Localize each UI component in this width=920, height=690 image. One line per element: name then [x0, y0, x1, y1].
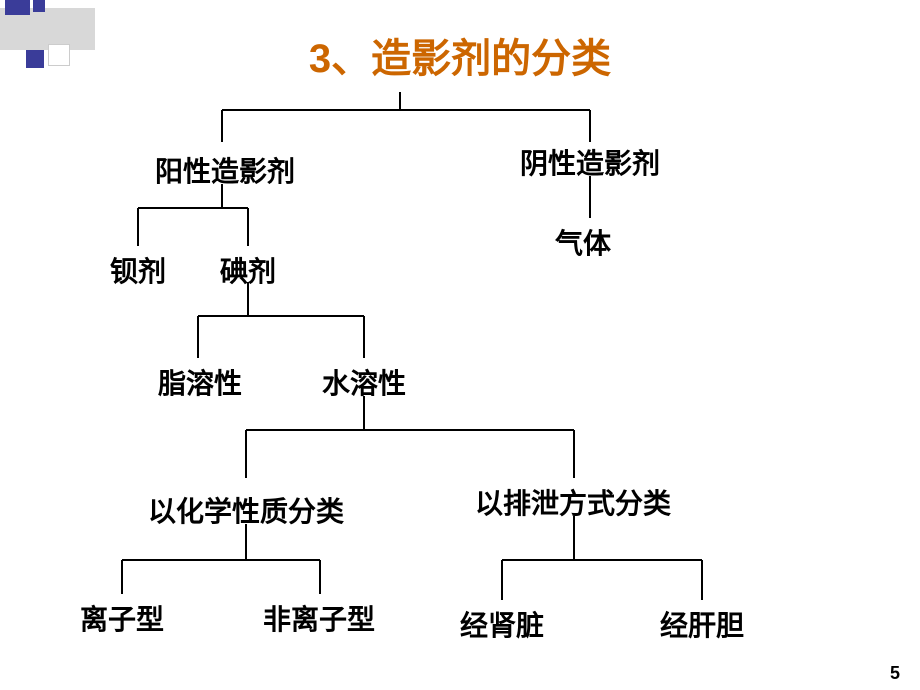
node-gas: 气体: [555, 222, 611, 262]
node-liver: 经肝胆: [660, 604, 744, 644]
node-iodine: 碘剂: [220, 250, 276, 290]
node-ionic: 离子型: [80, 598, 164, 638]
node-barium: 钡剂: [110, 250, 166, 290]
node-pos: 阳性造影剂: [155, 150, 295, 190]
page-number: 5: [890, 663, 900, 684]
node-excr: 以排泄方式分类: [475, 482, 671, 522]
slide-title: 3、造影剂的分类: [309, 26, 611, 84]
tree-lines: [0, 0, 920, 690]
node-kidney: 经肾脏: [460, 604, 544, 644]
node-water: 水溶性: [322, 362, 406, 402]
corner-decoration: [0, 8, 95, 50]
node-nonionic: 非离子型: [263, 598, 375, 638]
node-chem: 以化学性质分类: [148, 490, 344, 530]
node-neg: 阴性造影剂: [520, 142, 660, 182]
node-fat: 脂溶性: [158, 362, 242, 402]
